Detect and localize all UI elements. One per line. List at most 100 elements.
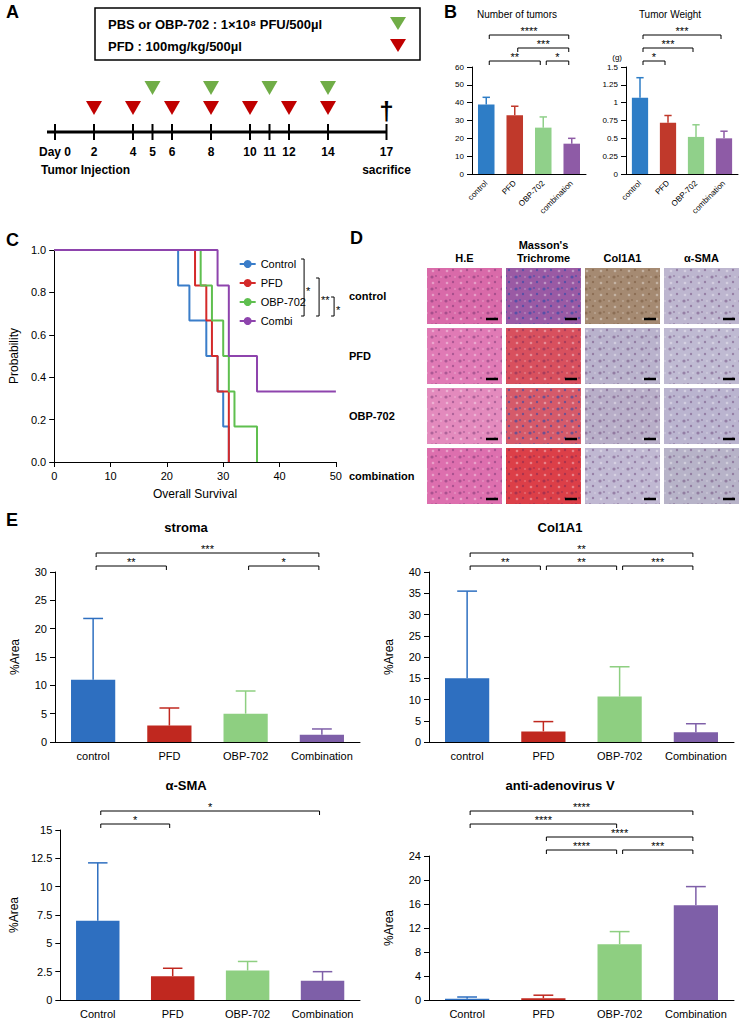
svg-text:60: 60 [455, 63, 464, 72]
svg-text:10: 10 [455, 152, 464, 161]
svg-text:Control: Control [80, 1008, 115, 1020]
svg-text:7.5: 7.5 [37, 909, 52, 921]
svg-text:24: 24 [409, 850, 421, 862]
svg-text:50: 50 [455, 80, 464, 89]
svg-text:Combination: Combination [665, 1008, 727, 1020]
svg-text:**: ** [577, 556, 586, 568]
svg-text:5: 5 [149, 145, 156, 159]
svg-text:5: 5 [41, 708, 47, 720]
svg-text:PFD: PFD [654, 179, 672, 197]
svg-text:***: *** [201, 543, 215, 555]
svg-text:Control: Control [449, 1008, 484, 1020]
svg-text:OBP-702: OBP-702 [349, 410, 395, 422]
svg-text:11: 11 [263, 145, 276, 159]
svg-text:20: 20 [409, 874, 421, 886]
svg-text:0: 0 [46, 994, 52, 1006]
svg-text:PFD: PFD [349, 350, 371, 362]
svg-text:OBP-702: OBP-702 [597, 1008, 642, 1020]
svg-text:PFD: PFD [532, 1008, 554, 1020]
svg-text:PFD: PFD [162, 1008, 184, 1020]
svg-text:Combination: Combination [665, 750, 727, 762]
svg-text:Tumor Weight: Tumor Weight [639, 9, 701, 20]
svg-text:Overall Survival: Overall Survival [153, 487, 237, 501]
svg-text:combination: combination [538, 179, 575, 216]
svg-text:20: 20 [409, 651, 421, 663]
svg-text:40: 40 [409, 566, 421, 578]
svg-text:14: 14 [321, 145, 335, 159]
svg-text:0: 0 [51, 470, 57, 482]
svg-text:0.4: 0.4 [31, 371, 46, 383]
svg-text:0: 0 [41, 736, 47, 748]
svg-text:8: 8 [208, 145, 215, 159]
svg-text:15: 15 [40, 824, 52, 836]
svg-text:20: 20 [161, 470, 173, 482]
svg-text:control: control [451, 750, 484, 762]
svg-text:combination: combination [349, 470, 415, 482]
svg-text:12.5: 12.5 [31, 852, 52, 864]
svg-text:Combination: Combination [291, 750, 353, 762]
svg-text:OBP-702: OBP-702 [597, 750, 642, 762]
svg-text:15: 15 [35, 651, 47, 663]
svg-text:30: 30 [35, 566, 47, 578]
svg-text:5: 5 [415, 715, 421, 727]
svg-text:**: ** [510, 51, 519, 63]
svg-text:stroma: stroma [164, 520, 208, 535]
svg-text:**: ** [501, 556, 510, 568]
svg-text:25: 25 [409, 630, 421, 642]
svg-text:***: *** [651, 556, 665, 568]
svg-text:Col1A1: Col1A1 [538, 520, 583, 535]
svg-text:0.0: 0.0 [31, 456, 46, 468]
svg-text:2: 2 [91, 145, 98, 159]
svg-text:30: 30 [409, 609, 421, 621]
svg-text:PFD : 100mg/kg/500µl: PFD : 100mg/kg/500µl [108, 39, 242, 54]
svg-text:***: *** [676, 25, 690, 37]
svg-text:25: 25 [35, 594, 47, 606]
svg-text:40: 40 [455, 98, 464, 107]
svg-text:0.5: 0.5 [607, 134, 619, 143]
svg-text:0: 0 [415, 994, 421, 1006]
svg-text:4: 4 [130, 145, 137, 159]
svg-text:Number of tumors: Number of tumors [477, 9, 557, 20]
svg-text:**: ** [577, 543, 586, 555]
svg-text:6: 6 [169, 145, 176, 159]
svg-text:PFD: PFD [158, 750, 180, 762]
svg-text:control: control [77, 750, 110, 762]
svg-text:**: ** [321, 294, 330, 306]
svg-text:1.0: 1.0 [31, 244, 46, 256]
svg-text:0.25: 0.25 [602, 152, 618, 161]
svg-text:OBP-702: OBP-702 [261, 296, 306, 308]
svg-text:16: 16 [409, 898, 421, 910]
svg-text:****: **** [535, 814, 553, 826]
svg-text:20: 20 [455, 134, 464, 143]
svg-text:*: * [336, 304, 341, 316]
svg-text:*: * [282, 556, 287, 568]
svg-text:α-SMA: α-SMA [684, 252, 719, 264]
svg-text:50: 50 [330, 470, 342, 482]
svg-text:PFD: PFD [532, 750, 554, 762]
svg-text:***: *** [537, 38, 551, 50]
svg-text:****: **** [611, 827, 629, 839]
svg-text:0: 0 [460, 170, 465, 179]
svg-text:1.25: 1.25 [602, 80, 618, 89]
svg-text:control: control [466, 179, 489, 202]
svg-text:*: * [208, 801, 213, 813]
svg-text:30: 30 [455, 116, 464, 125]
svg-text:OBP-702: OBP-702 [223, 750, 268, 762]
svg-text:35: 35 [409, 587, 421, 599]
svg-text:2.5: 2.5 [37, 966, 52, 978]
svg-text:Masson's: Masson's [519, 239, 569, 251]
svg-text:0.8: 0.8 [31, 286, 46, 298]
svg-text:**: ** [127, 556, 136, 568]
svg-text:*: * [306, 285, 311, 297]
svg-text:1: 1 [614, 98, 619, 107]
svg-text:Tumor Injection: Tumor Injection [41, 163, 130, 177]
svg-text:12: 12 [409, 922, 421, 934]
svg-text:0: 0 [415, 736, 421, 748]
svg-text:sacrifice: sacrifice [362, 163, 411, 177]
svg-text:combination: combination [690, 179, 727, 216]
svg-text:10: 10 [40, 881, 52, 893]
svg-text:Col1A1: Col1A1 [604, 252, 642, 264]
svg-text:PFD: PFD [261, 277, 283, 289]
svg-text:***: *** [662, 38, 676, 50]
svg-text:30: 30 [217, 470, 229, 482]
